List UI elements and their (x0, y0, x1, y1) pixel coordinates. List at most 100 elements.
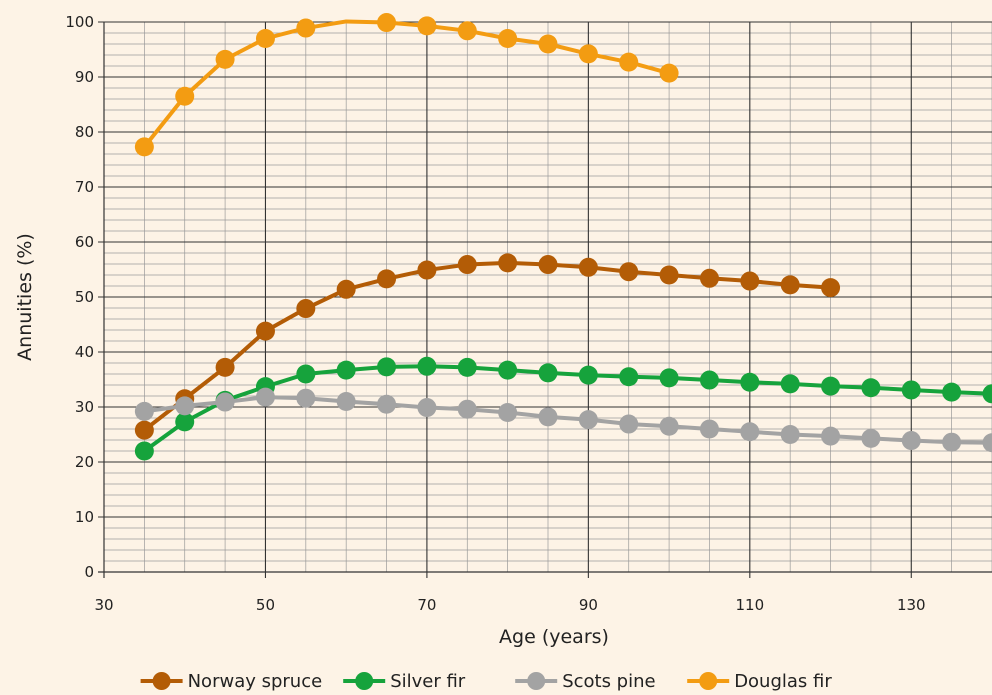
x-axis-title: Age (years) (499, 626, 609, 648)
x-tick-label: 90 (579, 596, 598, 614)
data-point (457, 399, 477, 419)
y-tick-label: 70 (75, 178, 94, 196)
data-point (780, 425, 800, 444)
x-tick-label: 50 (256, 596, 275, 614)
data-point (134, 401, 154, 421)
data-point (821, 426, 841, 446)
data-point (821, 278, 841, 298)
data-point (175, 412, 195, 432)
data-point (134, 441, 154, 461)
data-point (578, 365, 598, 385)
legend: Norway spruce Silver fir Scots pine Douglas… (140, 671, 832, 692)
series-line (142, 364, 992, 453)
data-point (942, 382, 962, 402)
data-point (538, 255, 558, 275)
series-line (142, 395, 992, 445)
legend-label: Silver fir (390, 671, 466, 692)
legend-label: Scots pine (562, 671, 655, 692)
data-point (215, 392, 235, 412)
y-tick-label: 60 (75, 233, 94, 251)
data-point (296, 388, 316, 408)
data-point (498, 360, 518, 380)
y-tick-label: 0 (84, 563, 94, 581)
data-point (134, 137, 154, 157)
legend-marker (699, 672, 718, 690)
data-point (699, 419, 719, 439)
y-tick-label: 100 (65, 13, 94, 31)
data-point (659, 63, 679, 83)
data-point (578, 44, 598, 64)
data-point (861, 378, 881, 398)
data-point (377, 13, 397, 33)
data-point (780, 275, 800, 295)
data-point (134, 420, 154, 440)
legend-label: Norway spruce (188, 671, 323, 692)
data-point (457, 21, 477, 41)
data-point (336, 279, 356, 299)
data-point (619, 52, 639, 72)
data-point (780, 374, 800, 394)
data-series (134, 13, 992, 461)
y-tick-label: 30 (75, 398, 94, 416)
legend-marker (527, 672, 546, 690)
data-point (861, 428, 881, 448)
data-point (659, 265, 679, 285)
data-point (538, 407, 558, 427)
series-line (142, 19, 672, 149)
legend-marker (152, 672, 171, 690)
data-point (578, 410, 598, 430)
data-point (659, 368, 679, 388)
data-point (740, 271, 760, 291)
data-point (417, 398, 437, 418)
data-point (215, 357, 235, 377)
data-point (982, 384, 992, 404)
y-axis-title: Annuities (%) (14, 233, 36, 361)
data-point (619, 262, 639, 282)
data-point (377, 269, 397, 289)
y-tick-label: 80 (75, 123, 94, 141)
y-tick-label: 90 (75, 68, 94, 86)
data-point (498, 403, 518, 422)
data-point (740, 422, 760, 442)
data-point (175, 396, 195, 416)
axes (98, 22, 992, 578)
y-tick-label: 20 (75, 453, 94, 471)
tick-labels: 30 50 70 90 110 130 0 10 20 30 40 50 60 70 80 90 100 (65, 13, 925, 614)
data-point (296, 18, 316, 38)
data-point (538, 34, 558, 54)
data-point (175, 86, 195, 106)
data-point (377, 394, 397, 414)
grid-lines (98, 21, 992, 578)
data-point (336, 360, 356, 380)
data-point (498, 29, 518, 48)
data-point (377, 357, 397, 377)
data-point (296, 364, 316, 384)
data-point (255, 321, 275, 341)
data-point (457, 357, 477, 377)
data-point (942, 432, 962, 452)
y-tick-label: 10 (75, 508, 94, 526)
data-point (255, 387, 275, 407)
x-tick-label: 70 (417, 596, 436, 614)
legend-label: Douglas fir (734, 671, 832, 692)
data-point (457, 255, 477, 275)
y-tick-label: 50 (75, 288, 94, 306)
data-point (619, 367, 639, 387)
data-point (417, 356, 437, 376)
data-point (538, 363, 558, 383)
x-tick-label: 130 (897, 596, 926, 614)
y-tick-label: 40 (75, 343, 94, 361)
data-point (498, 253, 518, 273)
data-point (901, 380, 921, 400)
data-point (659, 416, 679, 436)
legend-marker (355, 672, 374, 690)
data-point (821, 376, 841, 396)
x-tick-label: 110 (735, 596, 764, 614)
series-line (142, 260, 833, 433)
data-point (578, 257, 598, 277)
data-point (336, 392, 356, 411)
data-point (417, 16, 437, 36)
data-point (296, 299, 316, 319)
